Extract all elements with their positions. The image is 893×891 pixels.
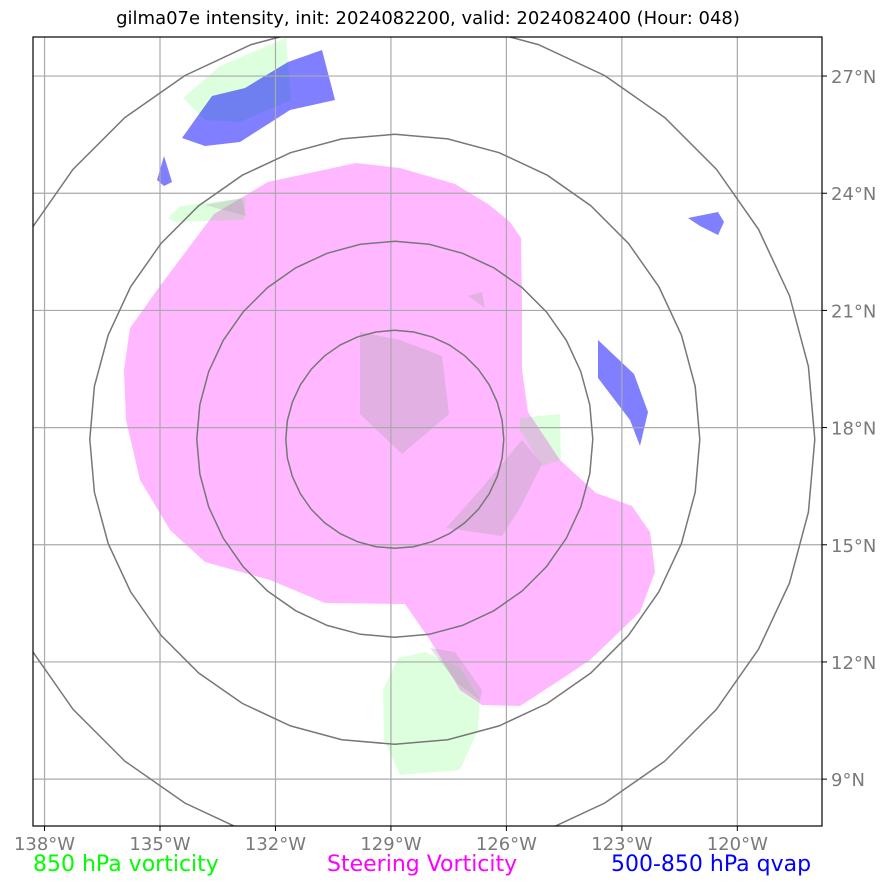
qvap-region-east [598,340,648,446]
plot-frame [32,36,823,827]
overlap-region-west [205,198,246,216]
graticule [33,37,822,826]
plot-title: gilma07e intensity, init: 2024082200, va… [116,8,740,29]
legend-qvap: 500-850 hPa qvap [611,852,812,877]
range-ring [285,329,505,550]
lon-tick-label: 123°W [591,834,652,855]
qvap-layer [157,50,724,446]
lat-tick-label: 15°N [831,536,876,557]
lat-tick-label: 27°N [831,67,876,88]
overlap-layer [205,198,542,700]
lat-tick-label: 24°N [831,184,876,205]
lon-tick-label: 120°W [707,834,768,855]
lat-tick-label: 9°N [831,770,865,791]
range-rings [33,37,816,826]
qvap-region-northeast [688,212,724,235]
overlap-region-center [360,332,449,454]
legend-steering-vorticity: Steering Vorticity [327,852,518,877]
lon-tick-label: 126°W [476,834,537,855]
qvap-region-northwest [157,156,172,186]
latitude-ticks: 27°N 24°N 21°N 18°N 15°N 12°N 9°N [822,67,876,791]
legend-850-vorticity: 850 hPa vorticity [33,852,219,877]
lon-tick-label: 129°W [360,834,421,855]
overlap-region-south [430,648,482,700]
lon-tick-label: 138°W [14,834,75,855]
lon-tick-label: 132°W [245,834,306,855]
range-ring [89,133,701,746]
longitude-ticks: 138°W 135°W 132°W 129°W 126°W 123°W 120°W [14,826,768,855]
lat-tick-label: 21°N [831,301,876,322]
lat-tick-label: 18°N [831,419,876,440]
qvap-region-north [182,50,335,146]
range-ring [196,240,594,639]
vorticity-850-region-south [383,652,480,775]
overlap-region-small [468,292,485,308]
lon-tick-label: 135°W [129,834,190,855]
range-ring [33,37,816,826]
lat-tick-label: 12°N [831,653,876,674]
overlap-region-southeast [446,440,542,536]
